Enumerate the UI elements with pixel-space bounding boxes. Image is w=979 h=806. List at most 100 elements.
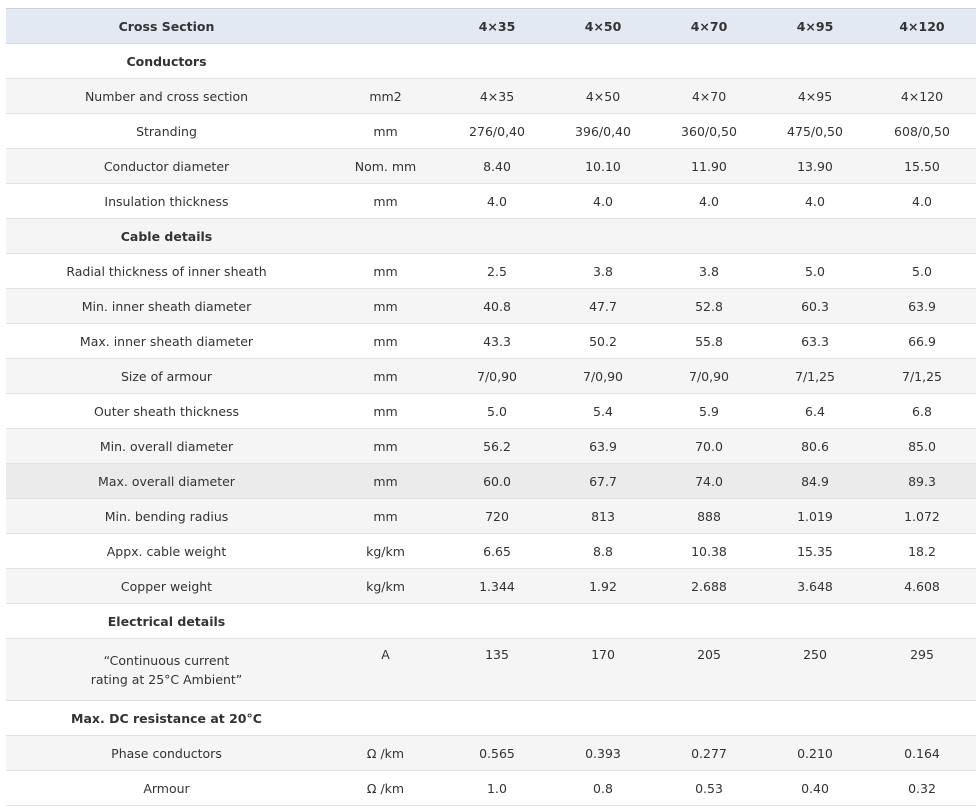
unit-cell: mm bbox=[327, 428, 444, 464]
header-size-4x70: 4×70 bbox=[656, 8, 762, 44]
value-cell: 5.0 bbox=[762, 253, 868, 289]
cable-spec-table: Cross Section 4×35 4×50 4×70 4×95 4×120 … bbox=[6, 8, 976, 806]
value-cell: 56.2 bbox=[444, 428, 550, 464]
value-cell: 8.40 bbox=[444, 148, 550, 184]
value-cell: 4×50 bbox=[550, 78, 656, 114]
value-cell bbox=[868, 603, 976, 639]
value-cell: 40.8 bbox=[444, 288, 550, 324]
row-label: “Continuous current rating at 25°C Ambie… bbox=[6, 638, 327, 701]
value-cell bbox=[550, 700, 656, 736]
table-header-row: Cross Section 4×35 4×50 4×70 4×95 4×120 bbox=[6, 8, 976, 44]
table-row: Min. inner sheath diameter mm 40.8 47.7 … bbox=[6, 288, 976, 324]
value-cell: 74.0 bbox=[656, 463, 762, 499]
value-cell: 47.7 bbox=[550, 288, 656, 324]
value-cell: 84.9 bbox=[762, 463, 868, 499]
value-cell: 813 bbox=[550, 498, 656, 534]
value-cell: 6.4 bbox=[762, 393, 868, 429]
value-cell: 0.53 bbox=[656, 770, 762, 806]
row-label: Size of armour bbox=[6, 358, 327, 394]
unit-cell: mm bbox=[327, 323, 444, 359]
value-cell: 15.50 bbox=[868, 148, 976, 184]
section-title: Conductors bbox=[6, 43, 327, 79]
unit-cell: mm bbox=[327, 498, 444, 534]
value-cell: 85.0 bbox=[868, 428, 976, 464]
table-row: Copper weight kg/km 1.344 1.92 2.688 3.6… bbox=[6, 568, 976, 604]
unit-cell: mm bbox=[327, 358, 444, 394]
value-cell: 11.90 bbox=[656, 148, 762, 184]
row-label: Copper weight bbox=[6, 568, 327, 604]
value-cell: 4.0 bbox=[656, 183, 762, 219]
row-label: Min. inner sheath diameter bbox=[6, 288, 327, 324]
value-cell: 0.565 bbox=[444, 735, 550, 771]
value-cell: 4×70 bbox=[656, 78, 762, 114]
value-cell: 2.688 bbox=[656, 568, 762, 604]
value-cell bbox=[444, 700, 550, 736]
value-cell: 295 bbox=[868, 638, 976, 701]
value-cell: 7/0,90 bbox=[550, 358, 656, 394]
row-label: Insulation thickness bbox=[6, 183, 327, 219]
table-row: Insulation thickness mm 4.0 4.0 4.0 4.0 … bbox=[6, 183, 976, 219]
value-cell: 66.9 bbox=[868, 323, 976, 359]
value-cell: 10.10 bbox=[550, 148, 656, 184]
value-cell: 52.8 bbox=[656, 288, 762, 324]
value-cell: 7/0,90 bbox=[656, 358, 762, 394]
value-cell: 5.4 bbox=[550, 393, 656, 429]
value-cell bbox=[444, 218, 550, 254]
row-label-line-1: “Continuous current bbox=[103, 652, 230, 668]
unit-cell: mm2 bbox=[327, 78, 444, 114]
unit-cell: mm bbox=[327, 113, 444, 149]
value-cell: 7/0,90 bbox=[444, 358, 550, 394]
value-cell: 0.8 bbox=[550, 770, 656, 806]
value-cell: 1.92 bbox=[550, 568, 656, 604]
value-cell: 7/1,25 bbox=[868, 358, 976, 394]
table-row: Min. bending radius mm 720 813 888 1.019… bbox=[6, 498, 976, 534]
value-cell: 5.9 bbox=[656, 393, 762, 429]
value-cell: 6.8 bbox=[868, 393, 976, 429]
value-cell bbox=[656, 603, 762, 639]
section-row-max-dc-resistance: Max. DC resistance at 20°C bbox=[6, 700, 976, 736]
value-cell: 13.90 bbox=[762, 148, 868, 184]
value-cell bbox=[868, 43, 976, 79]
row-label: Appx. cable weight bbox=[6, 533, 327, 569]
value-cell: 4.0 bbox=[444, 183, 550, 219]
table-row: Max. inner sheath diameter mm 43.3 50.2 … bbox=[6, 323, 976, 359]
table-row: Conductor diameter Nom. mm 8.40 10.10 11… bbox=[6, 148, 976, 184]
value-cell bbox=[762, 603, 868, 639]
value-cell: 5.0 bbox=[868, 253, 976, 289]
value-cell: 3.648 bbox=[762, 568, 868, 604]
table-row-hovered: Max. overall diameter mm 60.0 67.7 74.0 … bbox=[6, 463, 976, 499]
table-row-continuous-current: “Continuous current rating at 25°C Ambie… bbox=[6, 638, 976, 701]
value-cell bbox=[550, 218, 656, 254]
value-cell bbox=[762, 43, 868, 79]
header-size-4x35: 4×35 bbox=[444, 8, 550, 44]
unit-cell bbox=[327, 700, 444, 736]
value-cell: 1.019 bbox=[762, 498, 868, 534]
value-cell: 89.3 bbox=[868, 463, 976, 499]
value-cell: 396/0,40 bbox=[550, 113, 656, 149]
value-cell bbox=[550, 43, 656, 79]
row-label: Stranding bbox=[6, 113, 327, 149]
value-cell: 8.8 bbox=[550, 533, 656, 569]
section-title: Max. DC resistance at 20°C bbox=[6, 700, 327, 736]
unit-cell: Nom. mm bbox=[327, 148, 444, 184]
value-cell bbox=[762, 218, 868, 254]
unit-cell: mm bbox=[327, 288, 444, 324]
row-label: Conductor diameter bbox=[6, 148, 327, 184]
header-size-4x120: 4×120 bbox=[868, 8, 976, 44]
row-label: Phase conductors bbox=[6, 735, 327, 771]
value-cell: 0.277 bbox=[656, 735, 762, 771]
unit-cell: mm bbox=[327, 183, 444, 219]
value-cell bbox=[550, 603, 656, 639]
header-size-4x50: 4×50 bbox=[550, 8, 656, 44]
section-row-cable-details: Cable details bbox=[6, 218, 976, 254]
section-title: Electrical details bbox=[6, 603, 327, 639]
table-row: Min. overall diameter mm 56.2 63.9 70.0 … bbox=[6, 428, 976, 464]
row-label: Max. inner sheath diameter bbox=[6, 323, 327, 359]
value-cell: 1.072 bbox=[868, 498, 976, 534]
unit-cell: kg/km bbox=[327, 568, 444, 604]
value-cell: 3.8 bbox=[656, 253, 762, 289]
unit-cell bbox=[327, 218, 444, 254]
table-row: Phase conductors Ω /km 0.565 0.393 0.277… bbox=[6, 735, 976, 771]
value-cell bbox=[656, 43, 762, 79]
value-cell bbox=[762, 700, 868, 736]
